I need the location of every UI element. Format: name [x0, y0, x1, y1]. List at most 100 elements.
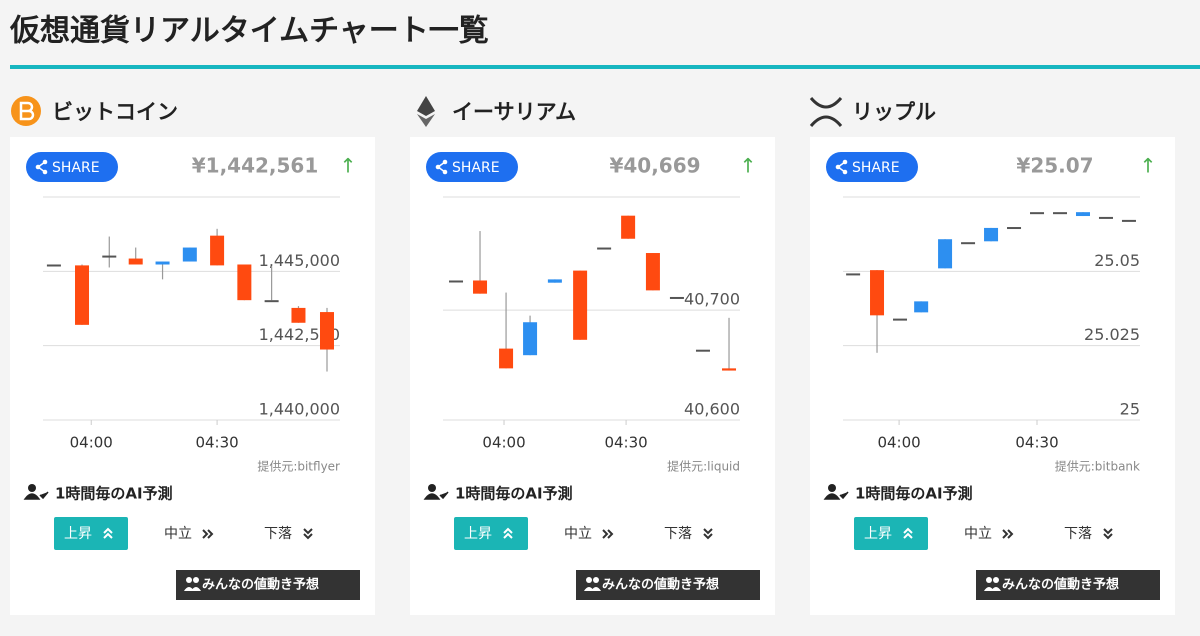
candle-body: [1075, 212, 1090, 217]
price: ¥1,442,561: [192, 154, 319, 178]
people-icon[interactable]: [984, 587, 1001, 591]
button-label[interactable]: 中立: [164, 526, 192, 542]
chevron-icon[interactable]: [1002, 529, 1014, 539]
chevron-icon[interactable]: [503, 527, 513, 539]
candle-body: [573, 270, 588, 340]
people-icon-head[interactable]: [193, 577, 199, 583]
share-icon-dot[interactable]: [842, 159, 848, 165]
prediction-button[interactable]: 上昇: [54, 517, 128, 550]
share-label[interactable]: SHARE: [852, 160, 900, 176]
vote-button[interactable]: みんなの値動き予想: [976, 570, 1160, 600]
vote-button[interactable]: みんなの値動き予想: [576, 570, 760, 600]
people-icon[interactable]: [184, 587, 201, 591]
trend-arrow: ↑: [740, 154, 757, 178]
button-label[interactable]: 上昇: [464, 526, 492, 542]
prediction-button[interactable]: 下落: [1064, 526, 1113, 542]
ai-label: 1時間毎のAI予測: [855, 485, 973, 503]
button-bg[interactable]: [854, 517, 928, 550]
y-tick-label: 25: [1120, 400, 1140, 419]
candle-body: [499, 348, 514, 369]
people-icon-head[interactable]: [586, 577, 592, 583]
prediction-button[interactable]: 中立: [564, 526, 614, 542]
y-tick-label: 25.025: [1084, 325, 1140, 344]
share-icon-dot[interactable]: [435, 164, 441, 170]
vote-bg[interactable]: [576, 570, 760, 600]
candle-body: [237, 264, 252, 301]
candle-body: [984, 227, 999, 242]
people-icon-head[interactable]: [993, 577, 999, 583]
candle-body: [846, 273, 861, 276]
people-icon-head[interactable]: [186, 577, 192, 583]
people-icon[interactable]: [584, 587, 601, 591]
vote-button[interactable]: みんなの値動き予想: [176, 570, 360, 600]
chevron-icon[interactable]: [1103, 528, 1113, 540]
chevron-icon[interactable]: [202, 529, 214, 539]
price: ¥40,669: [609, 154, 700, 178]
btc-icon: [11, 96, 41, 126]
candle-body: [870, 270, 885, 316]
button-bg[interactable]: [454, 517, 528, 550]
chevron-icon[interactable]: [903, 527, 913, 539]
prediction-button[interactable]: 上昇: [854, 517, 928, 550]
chevron-icon[interactable]: [303, 528, 313, 540]
data-source: 提供元:liquid: [667, 459, 740, 474]
share-pill[interactable]: [426, 152, 518, 182]
button-label[interactable]: 中立: [964, 526, 992, 542]
chevron-icon[interactable]: [602, 529, 614, 539]
share-label[interactable]: SHARE: [52, 160, 100, 176]
card: SHARE ¥1,442,561 ↑ 1,440,000 1,442,500 1,445,…: [10, 137, 375, 615]
xrp-icon: [809, 97, 843, 127]
button-label[interactable]: 上昇: [864, 526, 892, 542]
share-button[interactable]: SHARE: [826, 152, 918, 182]
share-button[interactable]: SHARE: [426, 152, 518, 182]
share-pill[interactable]: [826, 152, 918, 182]
candle-body: [695, 349, 710, 352]
share-icon-dot[interactable]: [442, 169, 448, 175]
vote-label[interactable]: みんなの値動き予想: [602, 577, 719, 593]
button-label[interactable]: 下落: [1064, 526, 1092, 542]
prediction-button[interactable]: 上昇: [454, 517, 528, 550]
vote-bg[interactable]: [176, 570, 360, 600]
share-icon-dot[interactable]: [35, 164, 41, 170]
share-icon-dot[interactable]: [442, 159, 448, 165]
candle-body: [1007, 227, 1022, 230]
candle-body: [523, 322, 538, 356]
button-bg[interactable]: [54, 517, 128, 550]
prediction-button[interactable]: 下落: [264, 526, 313, 542]
ai-label: 1時間毎のAI予測: [455, 485, 573, 503]
candle-body: [1121, 219, 1136, 222]
candle-body: [547, 279, 562, 283]
share-icon-dot[interactable]: [835, 164, 841, 170]
candle-body: [128, 258, 143, 265]
share-icon-dot[interactable]: [842, 169, 848, 175]
button-label[interactable]: 下落: [264, 526, 292, 542]
share-label[interactable]: SHARE: [452, 160, 500, 176]
chevron-icon[interactable]: [103, 527, 113, 539]
button-label[interactable]: 中立: [564, 526, 592, 542]
vote-label[interactable]: みんなの値動き予想: [202, 577, 319, 593]
people-icon-head[interactable]: [986, 577, 992, 583]
share-pill[interactable]: [26, 152, 118, 182]
people-icon-head[interactable]: [593, 577, 599, 583]
candle-body: [1098, 216, 1113, 219]
title-underline: [10, 65, 1200, 69]
user-icon-head: [428, 484, 436, 492]
button-label[interactable]: 下落: [664, 526, 692, 542]
user-icon-body: [823, 491, 849, 500]
x-tick-label: 04:30: [195, 434, 238, 452]
user-icon-body: [423, 491, 449, 500]
candle-body: [645, 253, 660, 291]
button-label[interactable]: 上昇: [64, 526, 92, 542]
share-icon-dot[interactable]: [42, 169, 48, 175]
user-icon-body: [23, 491, 49, 500]
prediction-button[interactable]: 中立: [164, 526, 214, 542]
vote-label[interactable]: みんなの値動き予想: [1002, 577, 1119, 593]
chevron-icon[interactable]: [703, 528, 713, 540]
vote-bg[interactable]: [976, 570, 1160, 600]
share-icon-dot[interactable]: [42, 159, 48, 165]
price: ¥25.07: [1016, 154, 1093, 178]
share-button[interactable]: SHARE: [26, 152, 118, 182]
prediction-button[interactable]: 中立: [964, 526, 1014, 542]
prediction-button[interactable]: 下落: [664, 526, 713, 542]
candle-body: [210, 235, 225, 266]
